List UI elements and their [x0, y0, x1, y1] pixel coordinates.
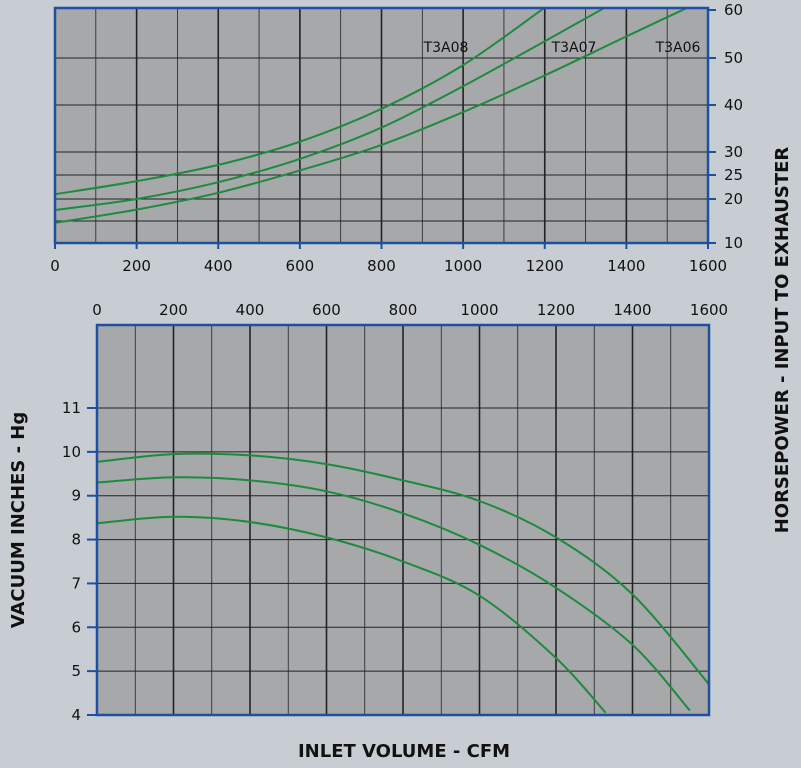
x-tick-label: 1600: [690, 301, 728, 319]
y-tick-label: 10: [724, 234, 743, 252]
curve-label-t3a07: T3A07: [551, 40, 597, 56]
x-tick-label: 600: [312, 301, 341, 319]
curve-t3a08: [55, 8, 546, 196]
y-tick-label: 8: [71, 531, 81, 549]
x-tick-label: 1200: [537, 301, 575, 319]
x-tick-label: 400: [236, 301, 265, 319]
x-tick-label: 0: [50, 257, 60, 275]
y-tick-label: 30: [724, 143, 743, 161]
x-tick-label: 600: [286, 257, 315, 275]
inlet-volume-axis-title: INLET VOLUME - CFM: [298, 741, 510, 762]
x-tick-label: 800: [367, 257, 396, 275]
x-tick-label: 0: [92, 301, 102, 319]
vacuum-curve-3: [97, 515, 607, 714]
y-tick-label: 25: [724, 166, 743, 184]
x-tick-label: 800: [389, 301, 418, 319]
curve-t3a06: [55, 8, 690, 224]
vacuum-curve-2: [97, 476, 691, 712]
y-tick-label: 5: [71, 662, 81, 680]
x-tick-label: 1200: [526, 257, 564, 275]
vacuum-chart: 0 200 400 600 800 1000 1200 1400 1600 4 5 6 7 8 9 10 11: [62, 301, 728, 724]
vacuum-curve-1: [97, 452, 710, 685]
y-tick-label: 20: [724, 190, 743, 208]
curve-t3a07: [55, 8, 607, 211]
y-tick-label: 7: [71, 574, 81, 592]
y-tick-label: 11: [62, 399, 81, 417]
y-tick-label: 4: [71, 706, 81, 724]
x-tick-label: 200: [159, 301, 188, 319]
plot-frame: [95, 323, 711, 717]
x-tick-label: 1400: [607, 257, 645, 275]
x-tick-label: 200: [122, 257, 151, 275]
horsepower-axis-title: HORSEPOWER - INPUT TO EXHAUSTER: [772, 147, 793, 534]
x-tick-label: 1000: [444, 257, 482, 275]
horsepower-chart: T3A08 T3A07 T3A06 0 200 400 600 800 1000 1200 1400…: [50, 1, 743, 275]
curve-label-t3a06: T3A06: [655, 40, 701, 56]
x-tick-label: 1600: [689, 257, 727, 275]
vacuum-axis-title: VACUUM INCHES - Hg: [8, 412, 29, 629]
curve-label-t3a08: T3A08: [423, 40, 469, 56]
y-tick-label: 40: [724, 96, 743, 114]
y-tick-label: 50: [724, 49, 743, 67]
y-tick-label: 6: [71, 618, 81, 636]
y-tick-label: 10: [62, 443, 81, 461]
x-tick-label: 400: [204, 257, 233, 275]
y-tick-label: 60: [724, 1, 743, 19]
y-tick-label: 9: [71, 487, 81, 505]
x-tick-label: 1000: [460, 301, 498, 319]
x-tick-label: 1400: [613, 301, 651, 319]
